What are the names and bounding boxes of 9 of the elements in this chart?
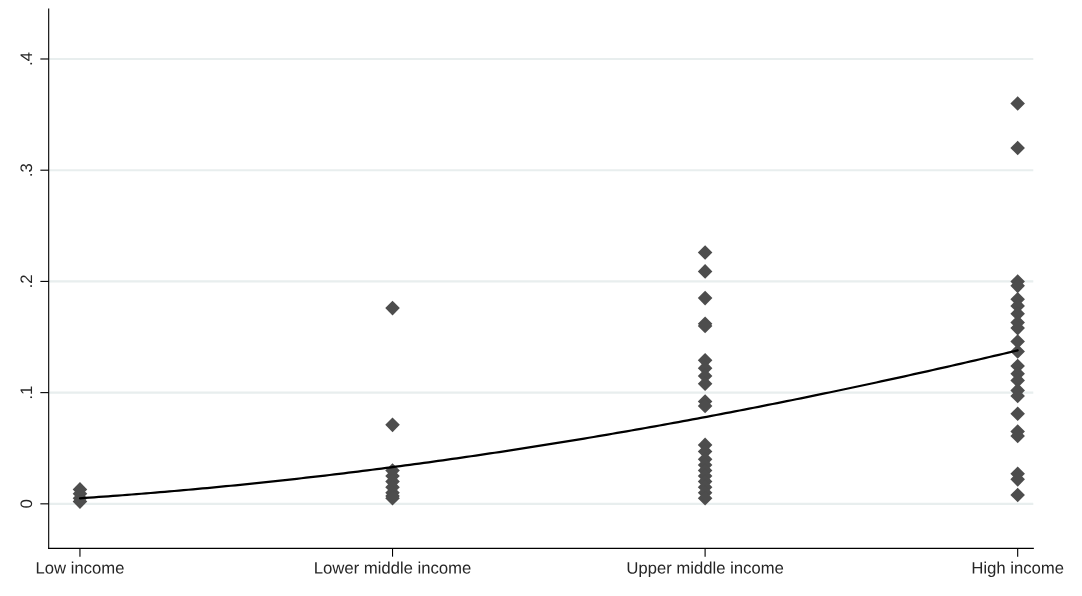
y-tick-label: .4 [20, 52, 33, 65]
y-tick-label: .1 [20, 386, 33, 399]
y-tick-label: .2 [20, 275, 33, 287]
x-tick-label: Low income [36, 561, 124, 574]
y-tick-label: .3 [20, 163, 33, 176]
y-tick-label: 0 [20, 499, 33, 508]
x-tick-label: Upper middle income [627, 561, 784, 578]
x-tick-label: Lower middle income [315, 561, 471, 574]
x-tick-label: High income [972, 561, 1064, 578]
